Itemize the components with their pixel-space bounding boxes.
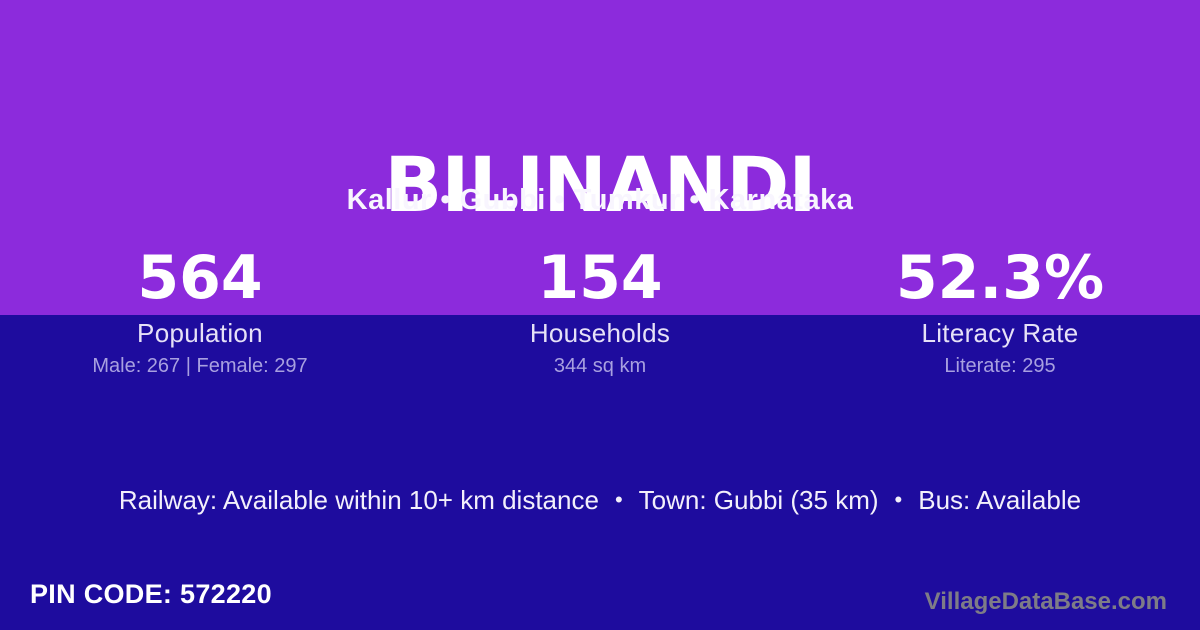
stat-population: 564 Population Male: 267 | Female: 297: [0, 243, 400, 377]
village-title: BILINANDI: [384, 139, 816, 229]
population-value: 564: [137, 243, 263, 313]
transport-info-line: Railway: Available within 10+ km distanc…: [0, 487, 1200, 513]
literacy-value: 52.3%: [895, 243, 1105, 313]
stats-row: 564 Population Male: 267 | Female: 297 1…: [0, 243, 1200, 377]
literacy-label: Literacy Rate: [921, 318, 1079, 348]
stat-literacy: 52.3% Literacy Rate Literate: 295: [800, 243, 1200, 377]
pin-code: PIN CODE: 572220: [30, 579, 272, 609]
population-label: Population: [137, 318, 263, 348]
bullet-separator: •: [894, 487, 903, 512]
bus-info: Bus: Available: [918, 485, 1082, 515]
households-value: 154: [537, 243, 663, 313]
bullet-separator: •: [614, 487, 623, 512]
households-detail: 344 sq km: [553, 355, 647, 377]
railway-info: Railway: Available within 10+ km distanc…: [118, 485, 599, 515]
watermark-site-name: VillageDataBase.com: [924, 588, 1167, 615]
village-breadcrumb: Kallur • Gubbi • Tumkur • Karnataka: [346, 184, 854, 216]
stat-households: 154 Households 344 sq km: [400, 243, 800, 377]
households-label: Households: [529, 318, 671, 348]
literacy-detail: Literate: 295: [944, 355, 1056, 377]
town-info: Town: Gubbi (35 km): [638, 485, 879, 515]
population-detail: Male: 267 | Female: 297: [92, 355, 308, 377]
hero-background: [0, 0, 1200, 315]
